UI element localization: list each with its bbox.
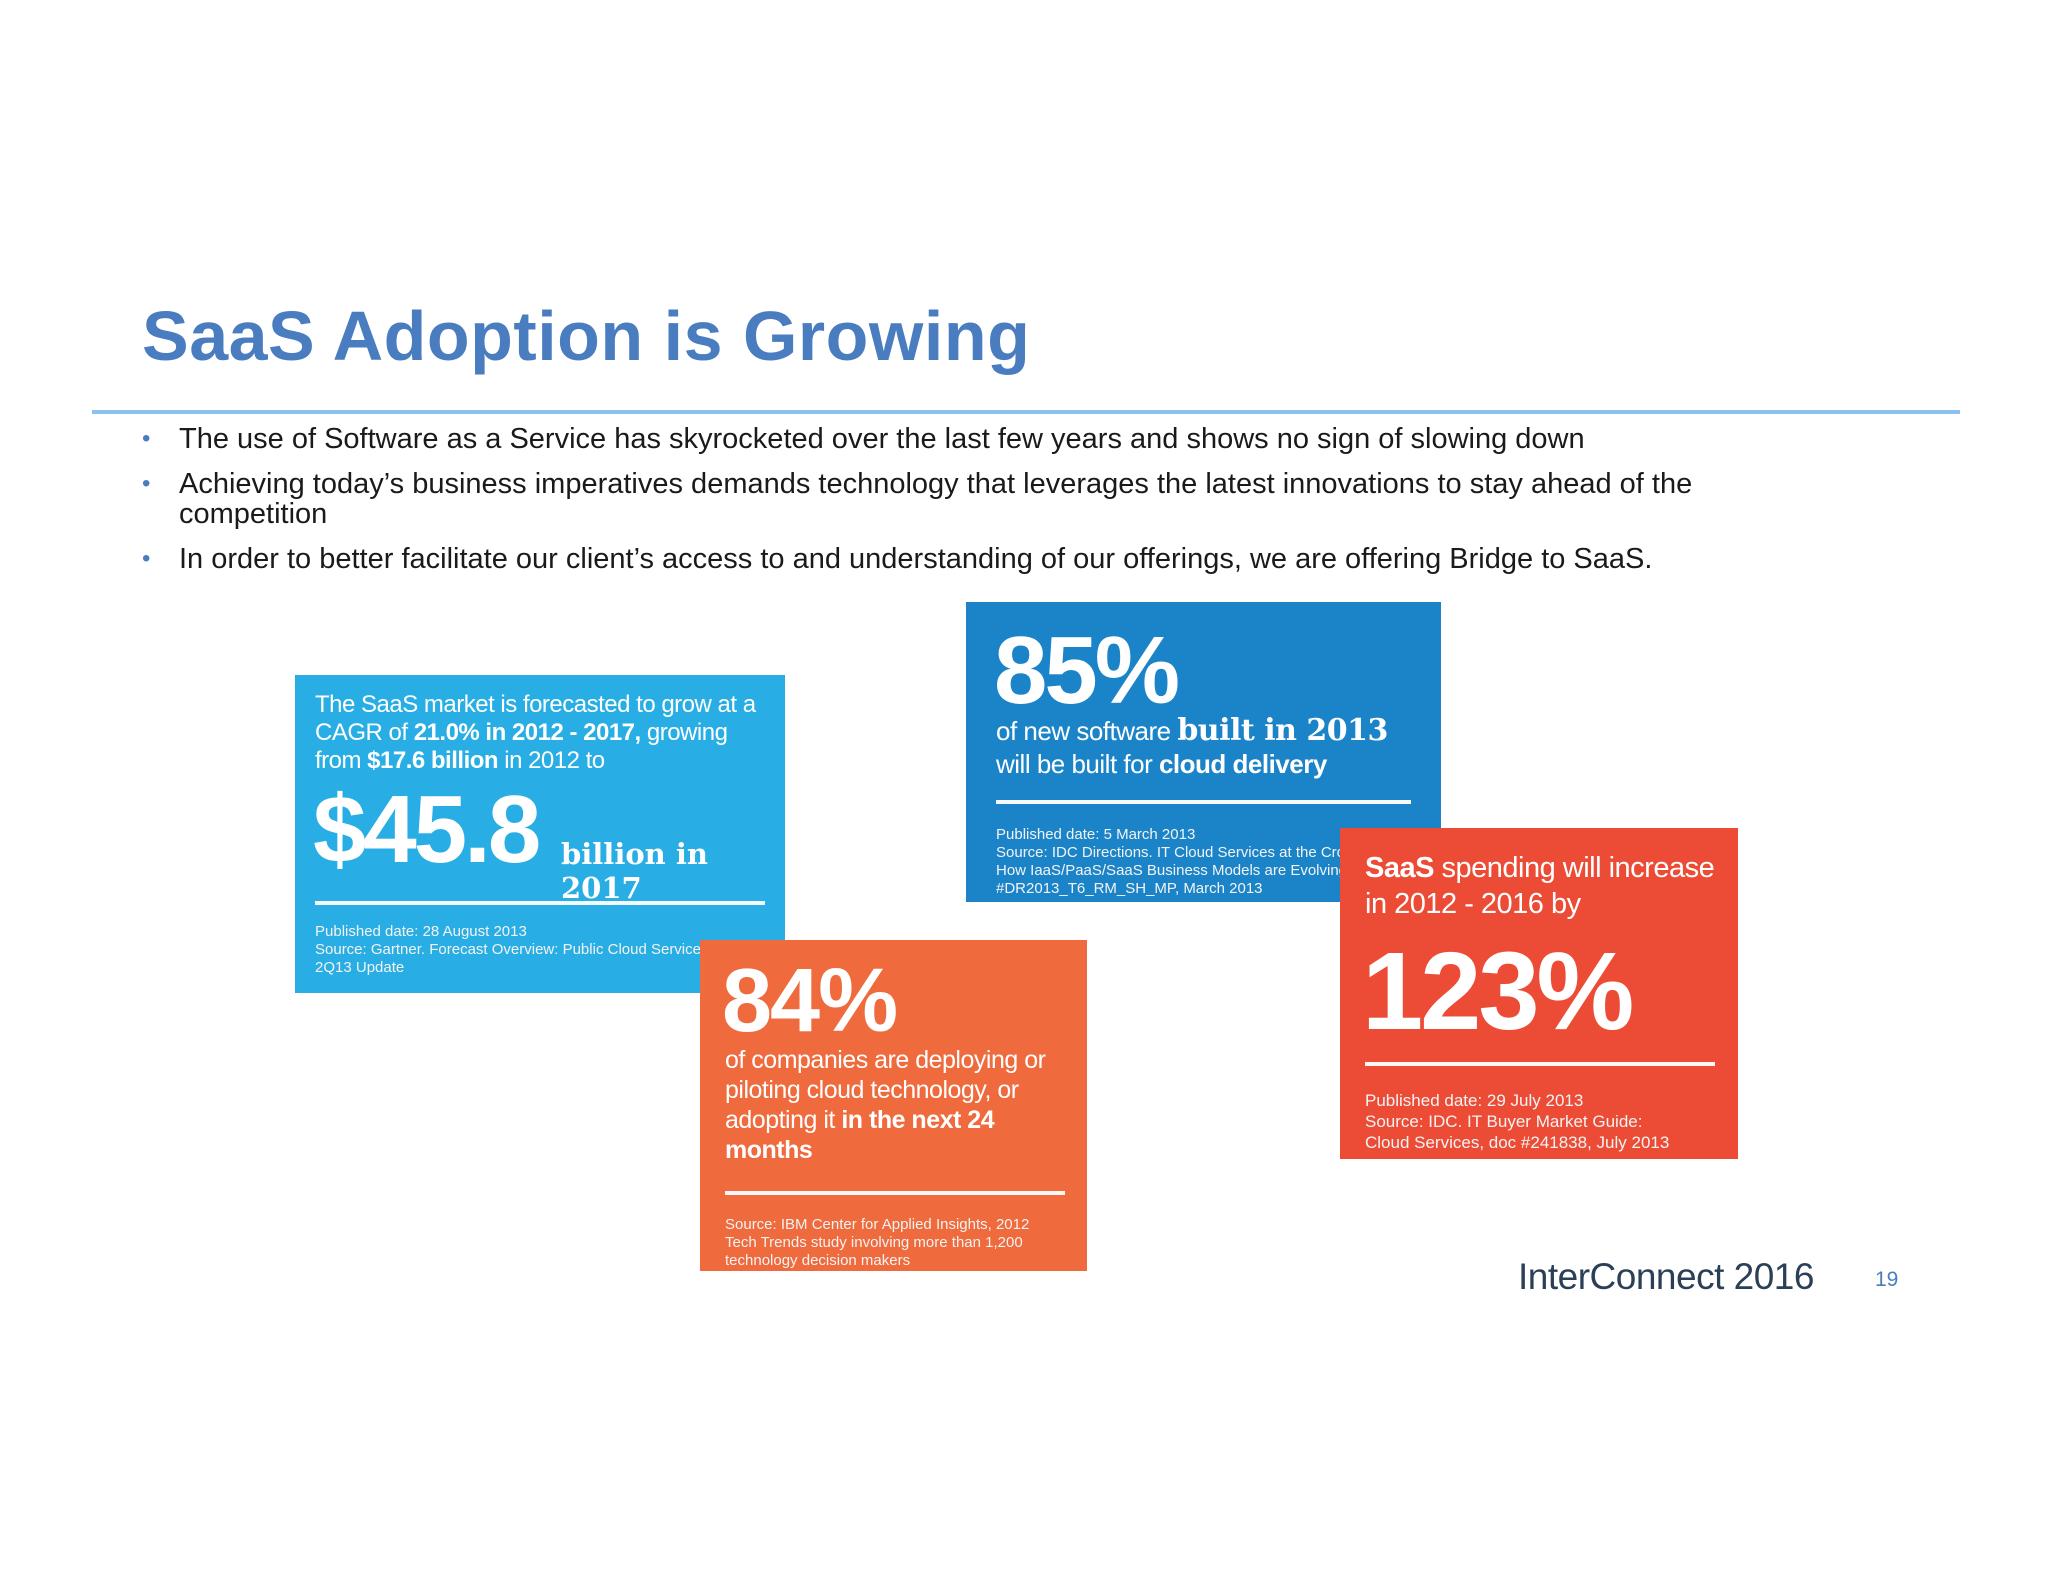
title-divider (92, 410, 1960, 414)
page-number: 19 (1875, 1268, 1899, 1291)
desc-emphasis: in the next 24 months (725, 1106, 995, 1164)
desc-text: of companies are deploying or piloting c… (725, 1046, 1046, 1134)
new-software-source: Published date: 5 March 2013 Source: IDC… (996, 826, 1436, 898)
saas-spending-intro: SaaS spending will increase in 2012 - 20… (1365, 850, 1725, 922)
card-divider (315, 901, 765, 905)
source-line: Published date: 28 August 2013 (315, 923, 527, 940)
intro-text: spending will increase in 2012 - 2016 by (1365, 852, 1715, 920)
brand-logo: InterConnect 2016 (1518, 1256, 1814, 1297)
bullet-list: • The use of Software as a Service has s… (142, 424, 1842, 589)
source-line: Source: IDC. IT Buyer Market Guide: (1365, 1112, 1643, 1131)
companies-card: 84% of companies are deploying or piloti… (700, 940, 1087, 1271)
slide-title: SaaS Adoption is Growing (142, 297, 1031, 375)
saas-spending-source: Published date: 29 July 2013 Source: IDC… (1365, 1090, 1725, 1153)
card-divider (1365, 1062, 1715, 1066)
source-line: Source: IDC Directions. IT Cloud Service… (996, 844, 1346, 861)
bullet-dot-icon: • (142, 425, 151, 452)
bullet-text: Achieving today’s business imperatives d… (179, 468, 1693, 530)
saas-market-source: Published date: 28 August 2013 Source: G… (315, 923, 775, 977)
desc-emphasis: built in 2013 (1177, 713, 1388, 748)
bullet-item: • In order to better facilitate our clie… (142, 544, 1842, 574)
companies-source: Source: IBM Center for Applied Insights,… (725, 1216, 1075, 1270)
bullet-item: • Achieving today’s business imperatives… (142, 469, 1842, 529)
source-line: Source: Gartner. Forecast Overview: Publ… (315, 941, 740, 958)
intro-value: $17.6 billion (367, 747, 499, 774)
source-line: technology decision makers (725, 1252, 911, 1269)
intro-text: in 2012 to (498, 747, 605, 774)
bullet-text: The use of Software as a Service has sky… (179, 423, 1585, 455)
source-line: Tech Trends study involving more than 1,… (725, 1234, 1023, 1251)
bullet-item: • The use of Software as a Service has s… (142, 424, 1842, 454)
new-software-desc: of new software built in 2013 will be bu… (996, 714, 1426, 781)
saas-spending-figure: 123% (1362, 930, 1634, 1053)
source-line: 2Q13 Update (315, 959, 405, 976)
intro-emphasis: SaaS (1365, 852, 1434, 884)
intro-cagr: 21.0% in 2012 - 2017, (413, 719, 642, 746)
source-line: Published date: 29 July 2013 (1365, 1091, 1584, 1110)
card-divider (996, 800, 1411, 804)
new-software-figure: 85% (994, 617, 1180, 724)
desc-text: will be built for (996, 749, 1159, 779)
saas-market-unit: billion in 2017 (561, 837, 708, 905)
desc-emphasis: cloud delivery (1158, 749, 1327, 779)
saas-market-figure: $45.8 (313, 776, 541, 883)
bullet-dot-icon: • (142, 545, 151, 572)
companies-figure: 84% (722, 951, 898, 1051)
intro-text: The SaaS market is forecasted to grow at… (315, 691, 756, 746)
source-line: Source: IBM Center for Applied Insights,… (725, 1216, 1030, 1233)
source-line: #DR2013_T6_RM_SH_MP, March 2013 (996, 880, 1263, 897)
saas-market-intro: The SaaS market is forecasted to grow at… (315, 691, 775, 775)
source-line: Cloud Services, doc #241838, July 2013 (1365, 1133, 1670, 1152)
desc-text: of new software (996, 716, 1178, 746)
intro-text: growing from (315, 719, 728, 774)
saas-market-card: The SaaS market is forecasted to grow at… (295, 675, 785, 993)
bullet-dot-icon: • (142, 470, 151, 497)
source-line: Published date: 5 March 2013 (996, 826, 1196, 843)
bullet-text: In order to better facilitate our client… (179, 543, 1653, 575)
source-line: How IaaS/PaaS/SaaS Business Models are E… (996, 862, 1348, 879)
card-divider (725, 1191, 1065, 1195)
companies-desc: of companies are deploying or piloting c… (725, 1045, 1075, 1165)
saas-spending-card: SaaS spending will increase in 2012 - 20… (1340, 828, 1738, 1159)
